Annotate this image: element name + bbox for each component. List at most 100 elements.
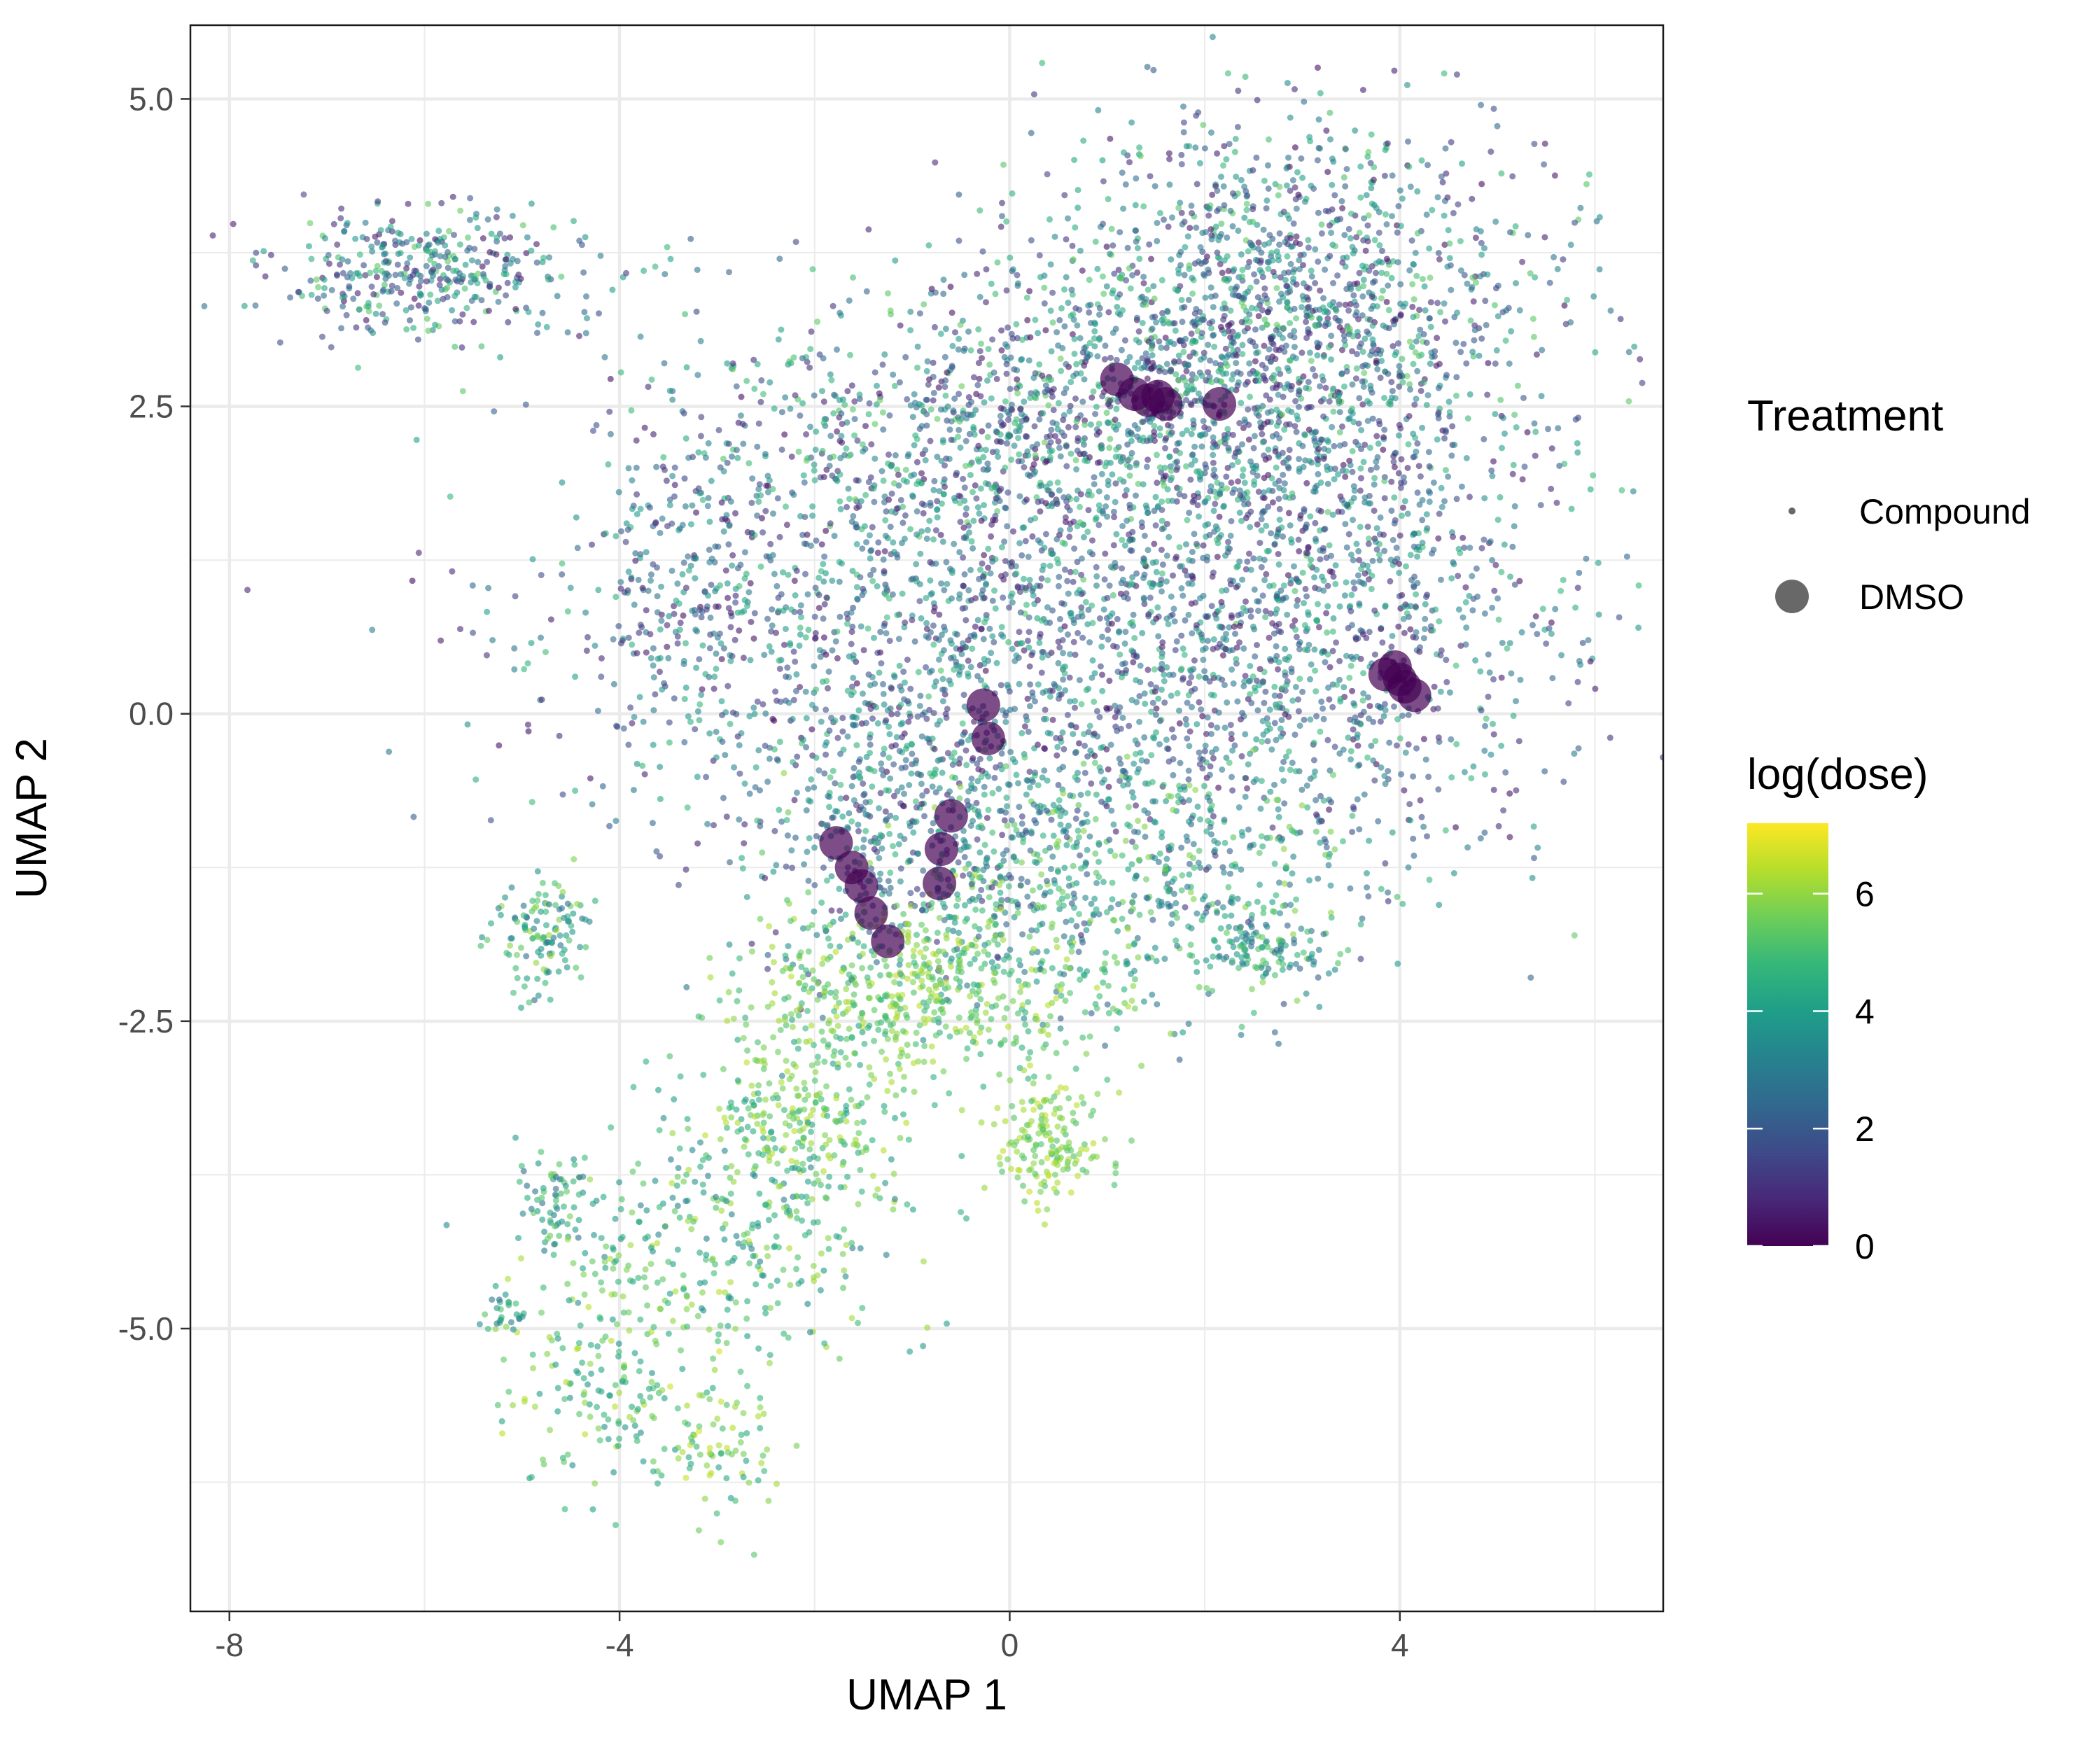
compound-point — [542, 649, 549, 655]
compound-point — [1438, 173, 1445, 180]
compound-point — [895, 636, 902, 643]
compound-point — [1261, 577, 1268, 584]
compound-point — [1177, 760, 1184, 766]
compound-point — [1098, 744, 1105, 751]
compound-point — [1144, 666, 1152, 673]
compound-point — [1298, 155, 1305, 162]
compound-point — [1357, 194, 1364, 201]
compound-point — [1208, 722, 1214, 729]
compound-point — [946, 426, 953, 433]
compound-point — [1408, 344, 1415, 351]
compound-point — [1030, 461, 1037, 468]
compound-point — [1258, 527, 1265, 534]
compound-point — [722, 752, 729, 759]
compound-point — [1328, 230, 1335, 237]
compound-point — [1194, 468, 1200, 475]
compound-point — [1326, 664, 1334, 671]
compound-point — [1092, 321, 1099, 328]
compound-point — [1057, 734, 1064, 741]
compound-point — [1460, 534, 1466, 541]
compound-point — [649, 820, 656, 827]
compound-point — [781, 431, 788, 438]
compound-point — [1140, 203, 1147, 210]
compound-point — [1294, 169, 1301, 176]
compound-point — [1185, 776, 1192, 783]
compound-point — [556, 732, 563, 739]
compound-point — [1357, 163, 1364, 170]
compound-point — [1212, 473, 1219, 480]
compound-point — [1306, 303, 1312, 310]
compound-point — [1067, 651, 1074, 658]
compound-point — [1039, 566, 1046, 573]
compound-point — [1275, 561, 1282, 568]
compound-point — [881, 351, 888, 358]
compound-point — [1220, 316, 1227, 323]
compound-point — [1495, 822, 1502, 830]
compound-point — [1239, 576, 1246, 583]
compound-point — [1329, 628, 1336, 635]
compound-point — [1498, 170, 1505, 177]
compound-point — [1017, 609, 1024, 616]
compound-point — [1173, 638, 1180, 645]
compound-point — [1380, 322, 1387, 329]
compound-point — [1251, 433, 1258, 440]
compound-point — [1368, 262, 1376, 270]
compound-point — [1255, 313, 1262, 320]
compound-point — [962, 644, 969, 651]
compound-point — [897, 322, 904, 329]
compound-point — [1233, 584, 1240, 591]
compound-point — [1283, 681, 1290, 688]
compound-point — [1484, 271, 1491, 278]
compound-point — [1205, 212, 1212, 219]
compound-point — [920, 301, 927, 308]
compound-point — [1562, 321, 1569, 328]
compound-point — [1302, 585, 1309, 592]
compound-point — [1314, 157, 1321, 164]
compound-point — [1129, 528, 1136, 536]
compound-point — [956, 549, 963, 556]
compound-point — [1119, 169, 1126, 176]
compound-point — [755, 420, 762, 427]
compound-point — [1252, 326, 1259, 333]
compound-point — [876, 669, 883, 676]
compound-point — [940, 647, 947, 654]
compound-point — [1444, 194, 1451, 201]
compound-point — [1129, 839, 1135, 845]
compound-point — [1250, 167, 1256, 174]
compound-point — [1214, 724, 1221, 731]
compound-point — [975, 442, 982, 449]
compound-point — [1276, 241, 1283, 248]
compound-point — [1205, 638, 1211, 644]
compound-point — [1435, 250, 1442, 256]
compound-point — [1369, 557, 1376, 564]
compound-point — [1109, 290, 1116, 297]
compound-point — [1430, 546, 1437, 553]
compound-point — [837, 505, 844, 512]
compound-point — [962, 747, 969, 754]
compound-point — [1139, 320, 1146, 326]
compound-point — [1195, 258, 1202, 265]
compound-point — [1085, 606, 1092, 613]
compound-point — [1471, 322, 1478, 329]
compound-point — [1079, 349, 1086, 356]
compound-point — [1497, 396, 1504, 403]
compound-point — [1473, 565, 1480, 572]
compound-point — [1434, 705, 1441, 712]
compound-point — [1450, 209, 1457, 216]
compound-point — [916, 581, 923, 588]
compound-point — [1039, 774, 1046, 781]
compound-point — [848, 692, 855, 699]
compound-point — [972, 482, 979, 489]
compound-point — [766, 744, 774, 751]
compound-point — [1265, 503, 1272, 510]
compound-point — [1389, 213, 1395, 220]
compound-point — [1443, 170, 1450, 177]
compound-point — [1220, 503, 1227, 510]
compound-point — [902, 466, 909, 473]
compound-point — [1301, 198, 1308, 205]
compound-point — [1543, 640, 1550, 647]
compound-point — [1108, 620, 1115, 627]
compound-point — [1202, 522, 1209, 529]
compound-point — [1184, 572, 1191, 579]
